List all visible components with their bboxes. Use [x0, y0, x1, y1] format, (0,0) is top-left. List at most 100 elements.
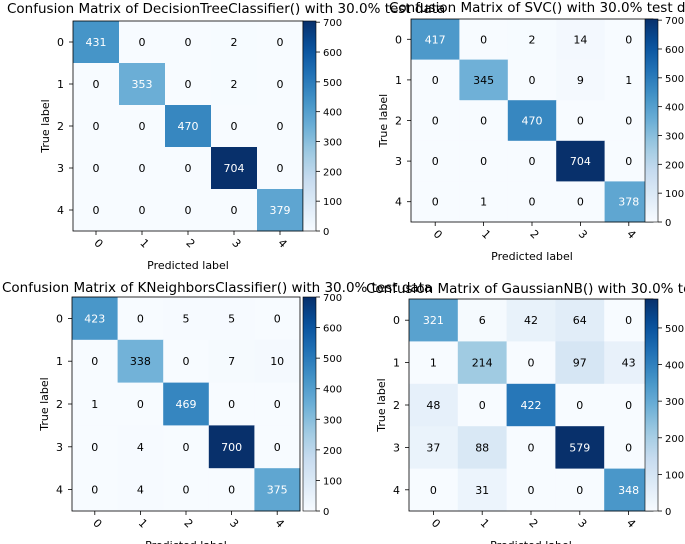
- colorbar-tick-label: 400: [665, 361, 684, 372]
- cell-value: 1: [430, 357, 437, 370]
- chart-title: Confusion Matrix of KNeighborsClassifier…: [2, 280, 432, 296]
- y-tick-label: 3: [395, 155, 402, 168]
- matrix-cell: [208, 425, 255, 469]
- colorbar-tick-label: 0: [665, 218, 671, 229]
- matrix-cell: [411, 19, 460, 61]
- cell-value: 375: [267, 484, 288, 497]
- colorbar-tick-label: 0: [323, 507, 329, 518]
- matrix-cell: [163, 468, 210, 512]
- matrix-cell: [507, 59, 557, 101]
- cell-value: 37: [426, 441, 440, 454]
- cell-value: 10: [270, 355, 284, 368]
- matrix-cell: [409, 426, 459, 470]
- matrix-cell: [506, 299, 556, 342]
- matrix-cell: [72, 468, 119, 512]
- cell-value: 378: [618, 196, 639, 209]
- cell-value: 0: [274, 441, 281, 454]
- colorbar-tick-label: 100: [665, 470, 684, 481]
- colorbar-tick-label: 0: [323, 227, 329, 238]
- matrix-cell: [457, 426, 508, 470]
- matrix-cell: [117, 297, 164, 341]
- cell-value: 0: [93, 204, 100, 217]
- x-axis-label: Predicted label: [490, 539, 572, 544]
- colorbar: [644, 18, 659, 223]
- cell-value: 6: [479, 314, 486, 327]
- cell-value: 0: [274, 312, 281, 325]
- x-tick-label: 2: [183, 236, 197, 250]
- cell-value: 0: [529, 74, 536, 87]
- cell-value: 353: [132, 78, 153, 91]
- x-tick-label: 4: [624, 516, 638, 530]
- x-tick-label: 0: [431, 227, 445, 241]
- x-tick-label: 4: [273, 516, 287, 530]
- colorbar-tick-label: 100: [665, 189, 684, 200]
- matrix-cell: [556, 19, 606, 61]
- colorbar-tick-label: 600: [323, 48, 342, 59]
- x-axis-label: Predicted label: [145, 539, 227, 544]
- colorbar-tick-label: 500: [665, 74, 684, 85]
- chart-title: Confusion Matrix of DecisionTreeClassifi…: [7, 1, 445, 17]
- x-tick-label: 2: [527, 227, 541, 241]
- cell-value: 0: [137, 312, 144, 325]
- cell-value: 0: [228, 484, 235, 497]
- y-tick-label: 3: [393, 441, 400, 454]
- matrix-cell: [457, 383, 508, 427]
- matrix-cell: [555, 299, 605, 342]
- matrix-cell: [506, 468, 556, 512]
- cell-value: 0: [528, 484, 535, 497]
- cell-value: 4: [137, 484, 144, 497]
- matrix-cell: [257, 105, 304, 148]
- colorbar-tick-label: 600: [323, 324, 342, 335]
- colorbar-tick-label: 200: [665, 160, 684, 171]
- x-tick-label: 3: [229, 236, 243, 250]
- cell-value: 0: [432, 74, 439, 87]
- x-tick-label: 0: [429, 516, 443, 530]
- colorbar-tick-label: 700: [665, 16, 684, 27]
- cell-value: 0: [480, 115, 487, 128]
- matrix-cell: [257, 189, 304, 232]
- y-tick-label: 2: [57, 120, 64, 133]
- cell-value: 469: [176, 398, 197, 411]
- cell-value: 0: [528, 441, 535, 454]
- y-axis-label: True label: [39, 99, 52, 153]
- matrix-cell: [211, 63, 258, 106]
- colorbar-tick-label: 600: [665, 45, 684, 56]
- cell-value: 0: [93, 162, 100, 175]
- colorbar-tick-label: 200: [323, 167, 342, 178]
- cell-value: 0: [139, 120, 146, 133]
- cell-value: 0: [479, 399, 486, 412]
- matrix-cell: [163, 297, 210, 341]
- cell-value: 321: [423, 314, 444, 327]
- cell-value: 0: [625, 155, 632, 168]
- cell-value: 704: [570, 155, 591, 168]
- matrix-cell: [254, 425, 301, 469]
- cell-value: 0: [139, 204, 146, 217]
- colorbar-tick-label: 200: [665, 434, 684, 445]
- cell-value: 97: [573, 357, 587, 370]
- cell-value: 0: [277, 162, 284, 175]
- cell-value: 14: [573, 33, 587, 46]
- cell-value: 0: [277, 78, 284, 91]
- matrix-cell: [72, 425, 119, 469]
- y-tick-label: 3: [56, 441, 63, 454]
- cell-value: 0: [432, 196, 439, 209]
- y-axis-label: True label: [38, 377, 51, 431]
- matrix-cell: [457, 299, 508, 342]
- cell-value: 431: [86, 36, 107, 49]
- y-tick-label: 4: [393, 484, 400, 497]
- cell-value: 0: [185, 162, 192, 175]
- cell-value: 0: [625, 314, 632, 327]
- y-tick-label: 0: [393, 314, 400, 327]
- matrix-cell: [555, 383, 605, 427]
- matrix-cell: [257, 147, 304, 190]
- matrix-cell: [208, 468, 255, 512]
- cell-value: 422: [521, 399, 542, 412]
- matrix-cell: [119, 189, 166, 232]
- cell-value: 0: [277, 36, 284, 49]
- cell-value: 423: [84, 312, 105, 325]
- colorbar-tick-label: 100: [323, 476, 342, 487]
- confusion-matrix-panel: Confusion Matrix of DecisionTreeClassifi…: [7, 1, 445, 272]
- matrix-cell: [208, 297, 255, 341]
- cell-value: 0: [93, 120, 100, 133]
- matrix-cell: [506, 426, 556, 470]
